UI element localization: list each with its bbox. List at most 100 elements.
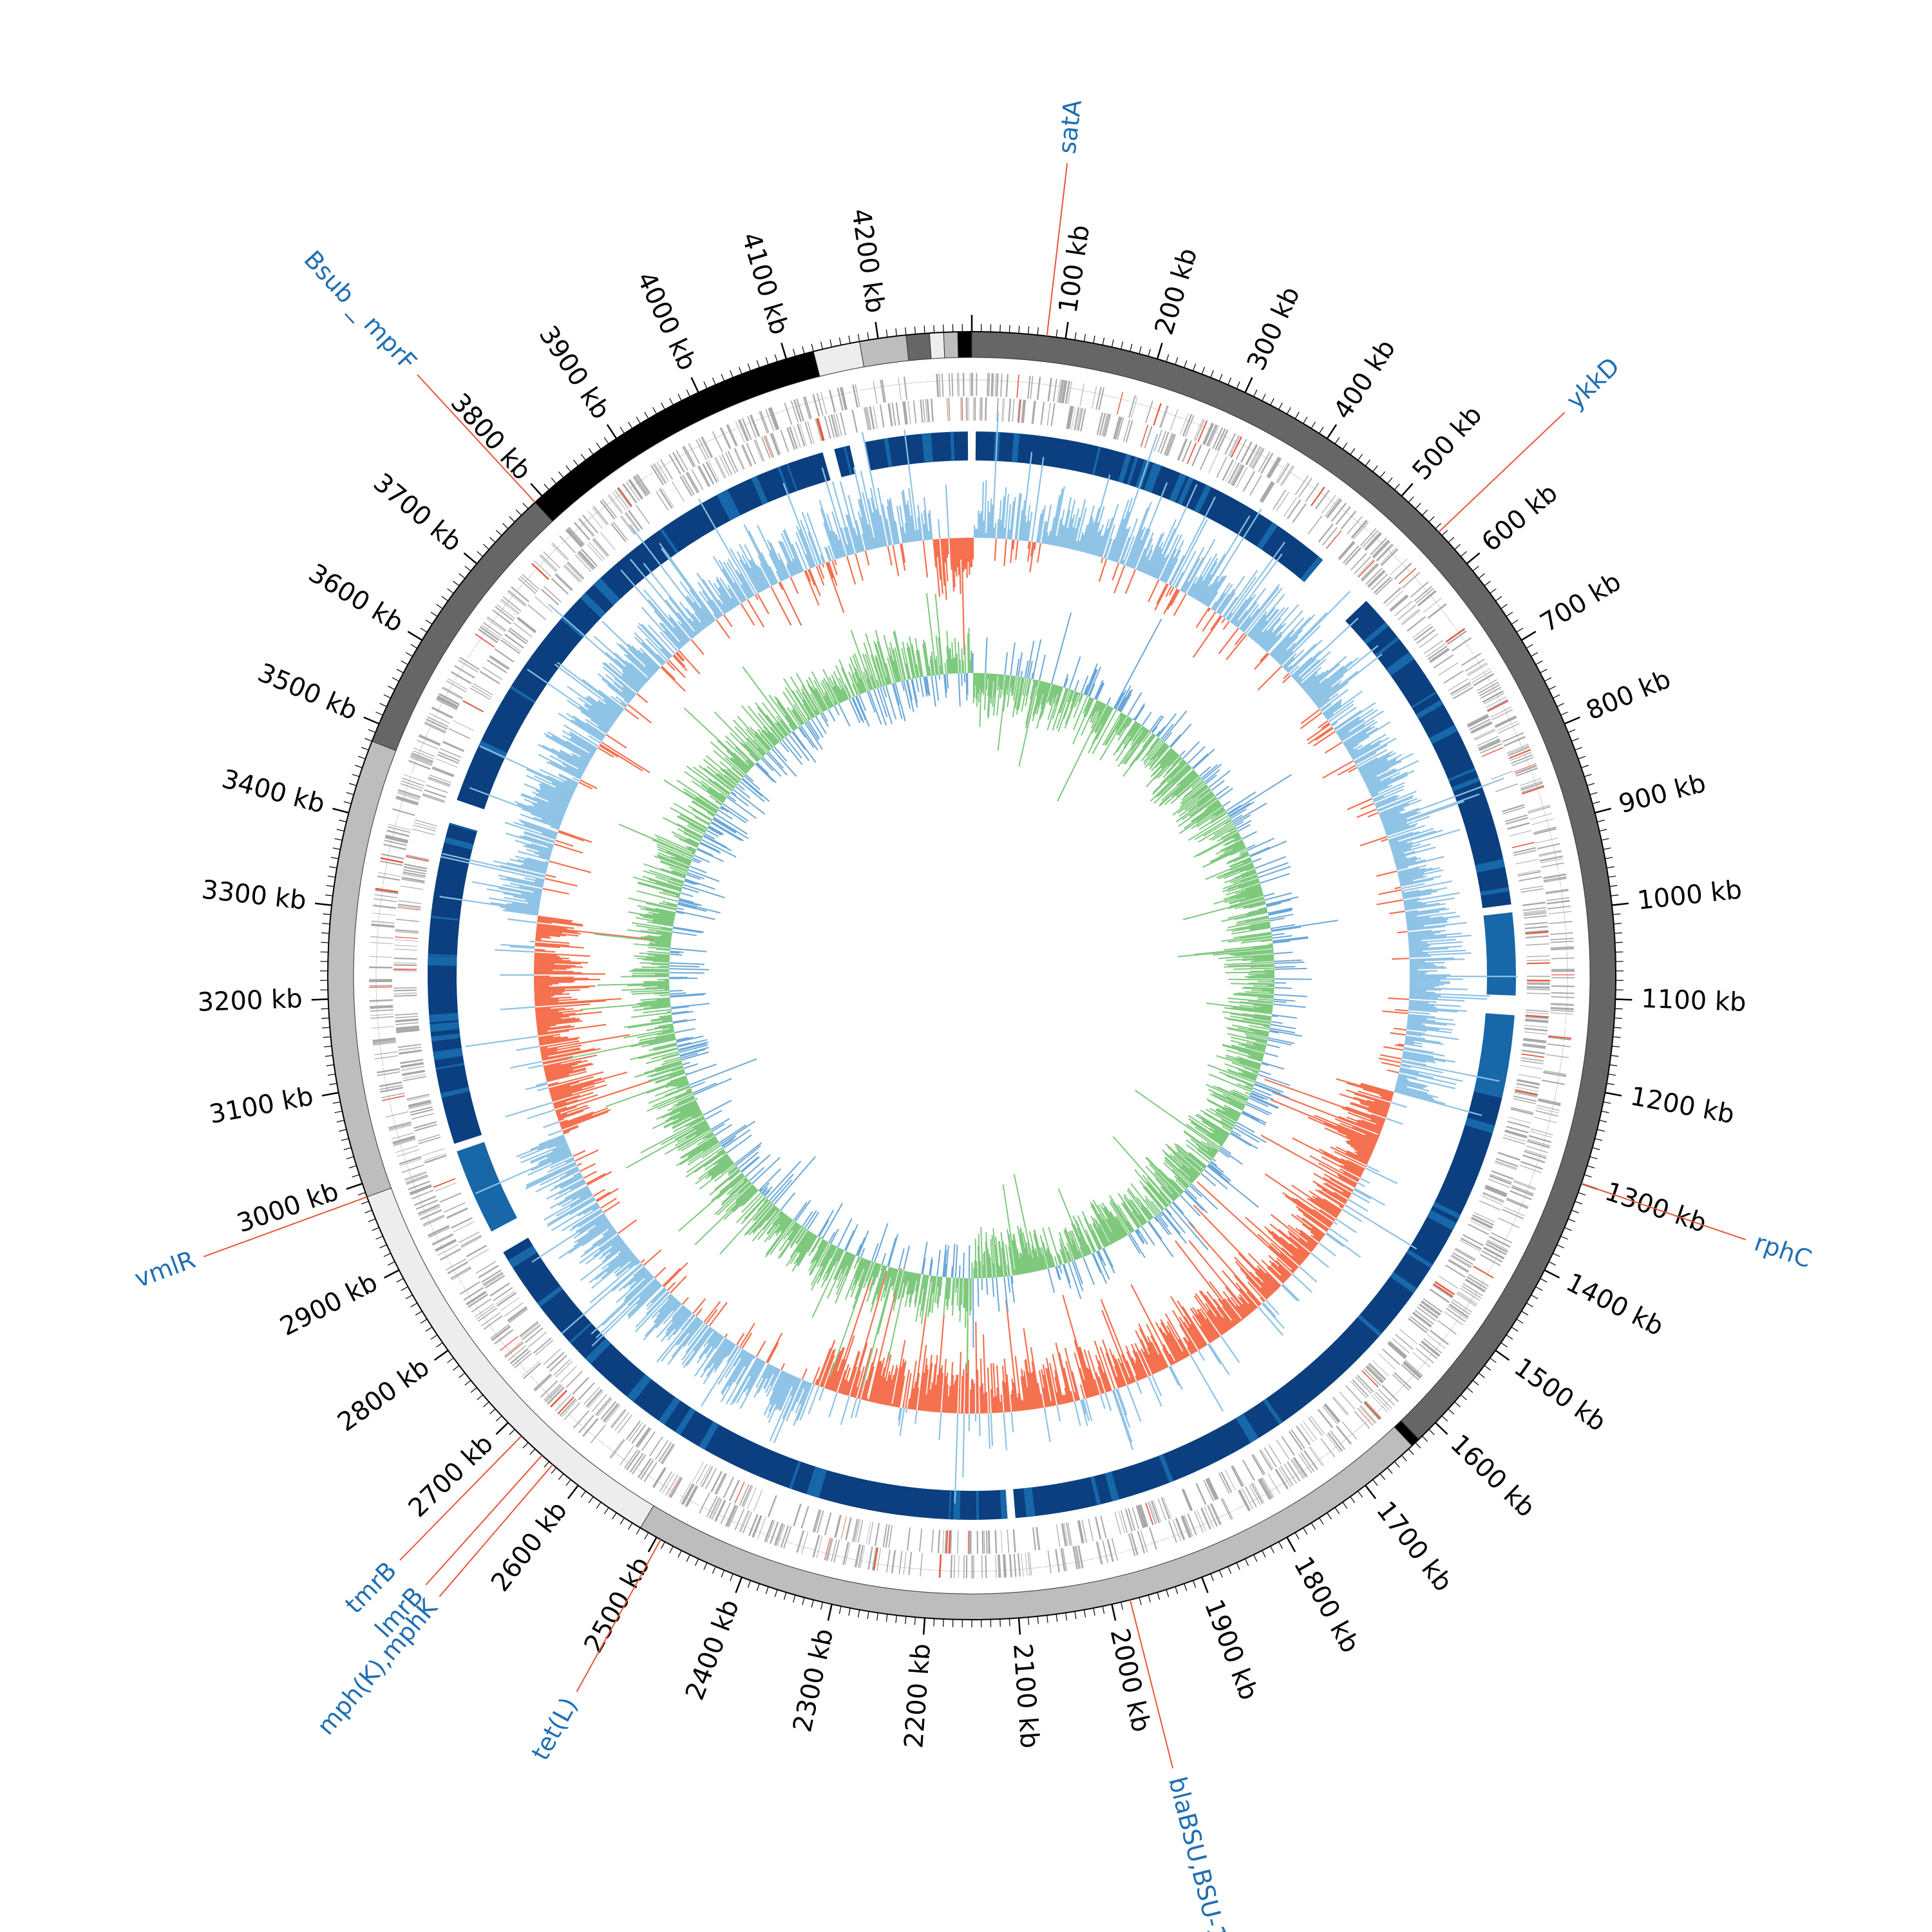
homology-substripe: [1177, 477, 1194, 506]
gc-content-bar: [679, 641, 685, 647]
minor-tick: [1589, 791, 1598, 795]
gc-content-bar: [1362, 760, 1397, 779]
gc-skew-bar: [1132, 717, 1135, 720]
cds-feature: [1497, 720, 1519, 731]
cds-feature: [983, 1530, 985, 1554]
gc-content-bar: [1394, 846, 1436, 860]
contig-segment: [905, 332, 932, 361]
gc-content-bar: [627, 643, 658, 672]
homology-substripe: [1432, 1202, 1461, 1219]
gc-content-bar: [1139, 1328, 1161, 1372]
cds-feature: [726, 1505, 737, 1527]
tick-label: 1800 kb: [1288, 1552, 1365, 1658]
gc-content-bar: [1064, 1387, 1069, 1403]
cds-feature: [1268, 1444, 1282, 1465]
gc-content-bar: [1249, 607, 1276, 639]
gc-content-bar: [556, 1194, 593, 1217]
cds-feature: [1040, 401, 1045, 425]
gc-content-bar: [1284, 666, 1289, 670]
cds-feature: [1067, 406, 1073, 430]
gc-content-bar: [935, 539, 938, 558]
cds-feature: [502, 1299, 522, 1314]
cds-feature: [1258, 1450, 1271, 1471]
gc-content-bar: [1192, 1307, 1215, 1341]
gc-content-bar: [1245, 587, 1283, 634]
cds-feature: [1485, 1184, 1508, 1195]
minor-tick: [669, 398, 674, 406]
gc-skew-bar: [1227, 935, 1273, 943]
gc-content-bar: [1269, 1260, 1289, 1280]
gc-content-bar: [884, 1365, 895, 1405]
gc-skew-bar: [987, 673, 991, 717]
tick-label: 3600 kb: [303, 558, 408, 638]
cds-feature: [683, 446, 696, 467]
gc-skew-bar: [1247, 1000, 1274, 1004]
gc-content-bar: [1367, 1099, 1390, 1108]
gc-content-bar: [526, 768, 575, 793]
gc-content-bar: [1155, 557, 1166, 579]
gc-content-bar: [1101, 1309, 1132, 1385]
gc-skew-bar: [1258, 981, 1274, 983]
gc-skew-bar: [1151, 748, 1172, 772]
gc-content-bar: [545, 1062, 592, 1075]
cds-feature: [1057, 379, 1061, 402]
minor-tick: [1596, 1129, 1605, 1132]
cds-feature: [1467, 663, 1488, 676]
gc-content-bar: [689, 589, 714, 623]
cds-feature: [746, 415, 757, 438]
gc-content-bar: [1207, 591, 1218, 608]
cds-feature: [1061, 1523, 1067, 1547]
cds-feature: [404, 863, 428, 870]
cds-feature: [1495, 717, 1517, 728]
cds-feature: [625, 481, 640, 502]
cds-feature: [1495, 1158, 1519, 1168]
gc-content-bar: [743, 524, 775, 585]
gc-skew-bar: [1006, 675, 1010, 689]
gc-content-bar: [1099, 1347, 1116, 1390]
gc-content-bar: [1155, 554, 1169, 579]
gc-content-bar: [534, 964, 576, 967]
minor-tick: [943, 324, 944, 332]
gc-content-bar: [547, 1197, 596, 1227]
gc-content-bar: [660, 1316, 698, 1362]
gc-content-bar: [536, 923, 574, 929]
gc-content-bar: [615, 1257, 638, 1276]
gc-content-bar: [1037, 543, 1041, 563]
cds-feature: [1245, 1486, 1257, 1508]
gc-content-bar: [700, 1338, 728, 1378]
gc-skew-bar: [1048, 684, 1056, 704]
cds-feature: [1241, 1460, 1254, 1482]
gc-skew-bar: [1081, 699, 1098, 736]
minor-tick: [1581, 764, 1589, 768]
cds-feature: [1159, 405, 1168, 428]
cds-feature: [1177, 412, 1187, 435]
gc-content-bar: [905, 1408, 908, 1414]
minor-tick: [765, 1586, 769, 1595]
gc-content-bar: [534, 985, 596, 989]
cds-feature: [1428, 1332, 1448, 1347]
gc-content-bar: [1135, 548, 1146, 571]
cds-feature: [1412, 623, 1432, 639]
gc-content-bar: [1142, 549, 1153, 573]
cds-feature: [1195, 1482, 1207, 1505]
gc-content-bar: [1302, 674, 1320, 690]
gc-skew-bar: [1233, 854, 1250, 863]
cds-feature: [1511, 1186, 1533, 1197]
cds-feature: [975, 1530, 977, 1554]
gc-content-bar: [598, 725, 609, 734]
cds-feature: [1517, 869, 1540, 875]
gc-content-bar: [1408, 1011, 1430, 1015]
gc-content-bar: [706, 1340, 731, 1377]
gc-content-bar: [1401, 1057, 1426, 1063]
gc-content-bar: [1310, 1234, 1320, 1243]
gc-content-bar: [749, 1358, 761, 1377]
gc-content-bar: [536, 929, 562, 934]
gc-content-bar: [1168, 1332, 1185, 1359]
gc-skew-bar: [1088, 683, 1095, 697]
cds-feature: [1361, 564, 1379, 582]
gc-skew-bar: [1227, 898, 1265, 909]
gc-content-bar: [672, 655, 688, 671]
gc-content-bar: [717, 599, 728, 613]
gc-content-bar: [519, 886, 543, 892]
cds-feature: [1153, 429, 1163, 452]
